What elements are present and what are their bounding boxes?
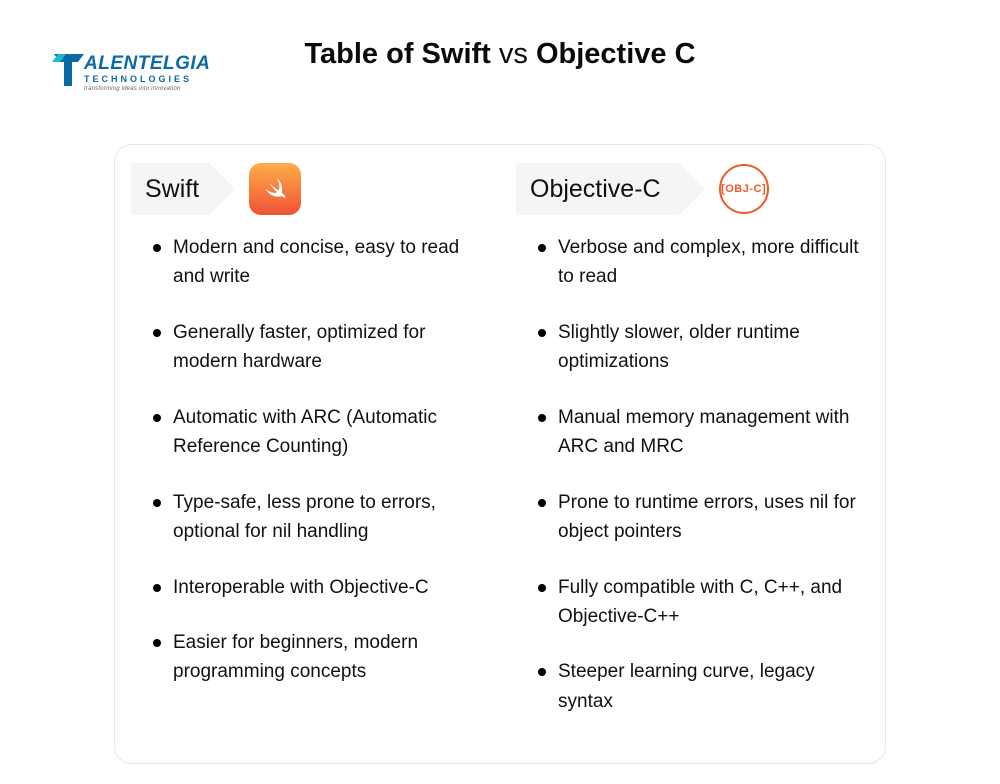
objc-label: Objective-C: [530, 175, 661, 204]
logo-text-line1: ALENTELGIA: [84, 54, 210, 73]
objc-point: Prone to runtime errors, uses nil for ob…: [538, 488, 865, 547]
company-logo: ALENTELGIA TECHNOLOGIES transforming ide…: [52, 50, 210, 92]
objc-point: Verbose and complex, more difficult to r…: [538, 233, 865, 292]
swift-point: Modern and concise, easy to read and wri…: [153, 233, 480, 292]
title-prefix: Table of Swift: [304, 38, 490, 70]
objc-point: Slightly slower, older runtime optimizat…: [538, 318, 865, 377]
swift-header: Swift: [131, 163, 480, 215]
comparison-card: Swift Modern and concise, easy to read a…: [114, 144, 886, 764]
title-suffix: Objective C: [536, 38, 696, 70]
logo-mark-icon: [52, 50, 86, 90]
objc-point: Manual memory management with ARC and MR…: [538, 403, 865, 462]
objc-points-list: Verbose and complex, more difficult to r…: [526, 233, 865, 716]
swift-point: Easier for beginners, modern programming…: [153, 628, 480, 687]
swift-point: Interoperable with Objective-C: [153, 573, 480, 602]
swift-label: Swift: [145, 175, 199, 204]
swift-tag: Swift: [131, 163, 209, 215]
objc-badge-text: [OBJ-C]: [721, 183, 766, 195]
objc-point: Fully compatible with C, C++, and Object…: [538, 573, 865, 632]
objc-tag: Objective-C: [516, 163, 679, 215]
swift-point: Generally faster, optimized for modern h…: [153, 318, 480, 377]
swift-point: Type-safe, less prone to errors, optiona…: [153, 488, 480, 547]
swift-column: Swift Modern and concise, easy to read a…: [115, 145, 500, 763]
objc-icon: [OBJ-C]: [719, 164, 769, 214]
swift-point: Automatic with ARC (Automatic Reference …: [153, 403, 480, 462]
swift-icon: [249, 163, 301, 215]
logo-text-line2: TECHNOLOGIES: [84, 75, 210, 84]
objc-point: Steeper learning curve, legacy syntax: [538, 657, 865, 716]
swift-points-list: Modern and concise, easy to read and wri…: [141, 233, 480, 687]
title-vs: vs: [491, 38, 536, 70]
logo-tagline: transforming ideas into innovation: [84, 86, 210, 92]
objc-column: Objective-C [OBJ-C] Verbose and complex,…: [500, 145, 885, 763]
objc-header: Objective-C [OBJ-C]: [516, 163, 865, 215]
